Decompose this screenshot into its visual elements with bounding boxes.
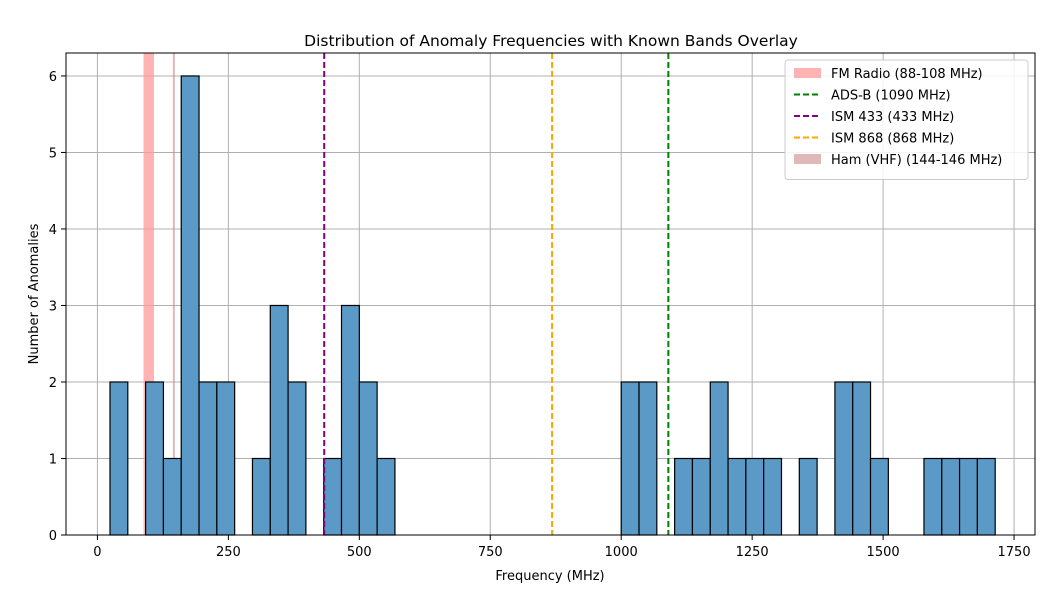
histogram-bar xyxy=(745,457,765,536)
legend-box xyxy=(784,59,1029,180)
x-tick-label: 750 xyxy=(478,545,503,560)
x-ticks-layer: 0 250 500 750 1000 1250 1500 1750 xyxy=(93,535,1031,560)
x-tick-label: 250 xyxy=(216,545,241,560)
y-axis-label: Number of Anomalies xyxy=(27,223,42,364)
histogram-bar xyxy=(269,304,289,536)
histogram-bar xyxy=(340,304,360,536)
legend-swatch xyxy=(794,68,821,78)
band-spans-layer xyxy=(143,53,175,535)
y-tick-label: 0 xyxy=(49,529,57,544)
band-span xyxy=(172,53,175,535)
y-tick-label: 2 xyxy=(49,376,57,391)
band-span xyxy=(143,53,154,535)
histogram-bar xyxy=(358,381,378,536)
histogram-bar xyxy=(251,457,271,536)
y-tick-label: 3 xyxy=(49,299,57,314)
histogram-bar xyxy=(852,381,872,536)
y-ticks-layer: 0 1 2 3 4 5 6 xyxy=(49,70,66,544)
legend-label: Ham (VHF) (144-146 MHz) xyxy=(831,153,1002,168)
x-tick-label: 1250 xyxy=(736,545,769,560)
legend-swatch xyxy=(794,154,821,164)
legend-label: ISM 868 (868 MHz) xyxy=(831,132,954,147)
x-tick-label: 1500 xyxy=(867,545,900,560)
histogram-bar xyxy=(691,457,711,536)
y-tick-label: 5 xyxy=(49,146,57,161)
y-tick-label: 6 xyxy=(49,70,57,85)
histogram-bar xyxy=(216,381,236,536)
histogram-bar xyxy=(620,381,640,536)
x-tick-label: 1000 xyxy=(605,545,638,560)
histogram-bar xyxy=(727,457,747,536)
legend-label: ADS-B (1090 MHz) xyxy=(831,89,951,104)
plot-frame xyxy=(65,52,1036,536)
histogram-bar xyxy=(958,457,978,536)
histogram-bar xyxy=(976,457,996,536)
histogram-bar xyxy=(941,457,961,536)
histogram-bar xyxy=(287,381,307,536)
histogram-bar xyxy=(798,457,818,536)
histogram-bar xyxy=(198,381,218,536)
x-axis-label: Frequency (MHz) xyxy=(495,569,604,584)
legend-label: ISM 433 (433 MHz) xyxy=(831,110,954,125)
band-lines-layer xyxy=(323,53,670,535)
histogram-bar xyxy=(162,457,182,536)
x-tick-label: 0 xyxy=(93,545,101,560)
histogram-bar xyxy=(869,457,889,536)
y-tick-label: 4 xyxy=(49,223,57,238)
chart-title: Distribution of Anomaly Frequencies with… xyxy=(304,32,798,50)
histogram-bar xyxy=(323,457,343,536)
histogram-bar xyxy=(834,381,854,536)
bars-layer xyxy=(109,75,996,536)
histogram-bar xyxy=(638,381,658,536)
histogram-bar xyxy=(109,381,129,536)
histogram-bar xyxy=(709,381,729,536)
x-tick-label: 1750 xyxy=(998,545,1031,560)
legend: FM Radio (88-108 MHz) ADS-B (1090 MHz) ISM… xyxy=(784,59,1029,180)
y-tick-label: 1 xyxy=(49,452,57,467)
histogram-bar xyxy=(763,457,783,536)
legend-label: FM Radio (88-108 MHz) xyxy=(831,67,983,82)
x-tick-label: 500 xyxy=(347,545,372,560)
histogram-bar xyxy=(376,457,396,536)
histogram-bar xyxy=(145,381,165,536)
histogram-bar xyxy=(180,75,200,536)
histogram-bar xyxy=(923,457,943,536)
histogram-bar xyxy=(674,457,694,536)
